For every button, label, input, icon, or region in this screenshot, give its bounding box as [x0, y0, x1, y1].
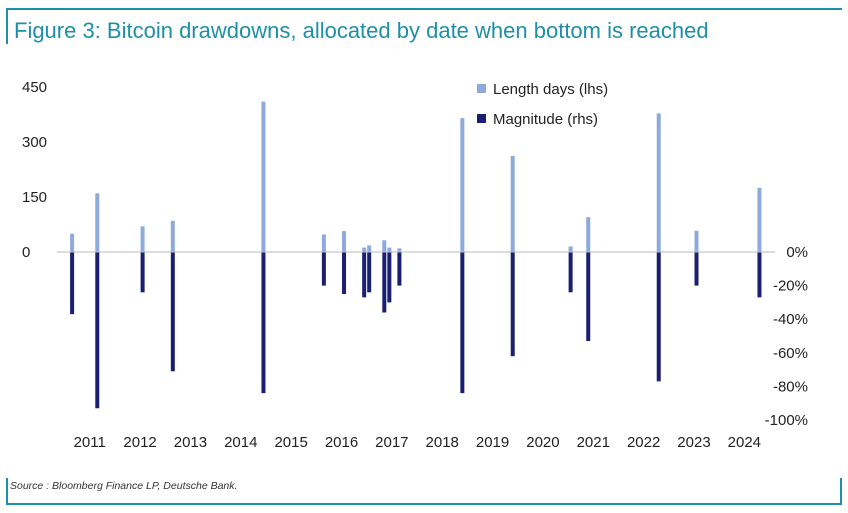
frame-bottom-rule: [6, 503, 842, 505]
length-days-bar: [397, 248, 402, 252]
magnitude-bar: [170, 252, 175, 372]
length-days-bar: [460, 118, 465, 253]
y-right-tick-label: -20%: [773, 278, 808, 295]
length-days-bar: [568, 246, 573, 252]
magnitude-bar: [95, 252, 100, 409]
length-days-bar: [382, 240, 387, 252]
magnitude-bar: [586, 252, 591, 342]
x-tick-label: 2011: [74, 434, 106, 451]
length-days-bar: [510, 155, 515, 252]
magnitude-bar: [460, 252, 465, 394]
length-days-bar: [140, 226, 145, 252]
legend-swatch: [477, 84, 486, 93]
frame-left-bottom-rule: [6, 478, 8, 505]
length-days-bar: [321, 234, 326, 252]
x-tick-label: 2020: [526, 434, 559, 451]
legend-label: Magnitude (rhs): [493, 111, 598, 128]
x-tick-label: 2015: [274, 434, 307, 451]
y-left-tick-label: 300: [22, 134, 47, 151]
magnitude-bar: [757, 252, 762, 298]
y-left-tick-label: 150: [22, 189, 47, 206]
magnitude-bar: [367, 252, 372, 293]
magnitude-bar: [694, 252, 699, 286]
length-days-bar: [586, 217, 591, 252]
x-tick-label: 2024: [728, 434, 761, 451]
x-tick-label: 2016: [325, 434, 358, 451]
legend-swatch: [477, 114, 486, 123]
magnitude-bar: [342, 252, 347, 294]
magnitude-bar: [261, 252, 266, 394]
magnitude-bar: [568, 252, 573, 293]
length-days-bar: [95, 193, 100, 252]
magnitude-bar: [321, 252, 326, 286]
y-right-tick-label: -60%: [773, 345, 808, 362]
x-tick-label: 2018: [426, 434, 459, 451]
frame-left-rule: [6, 8, 8, 44]
x-tick-label: 2021: [577, 434, 610, 451]
legend-label: Length days (lhs): [493, 81, 608, 98]
y-right-tick-label: -80%: [773, 378, 808, 395]
x-tick-label: 2017: [375, 434, 408, 451]
length-days-bar: [170, 220, 175, 252]
length-days-bar: [362, 247, 367, 252]
magnitude-bar: [656, 252, 661, 382]
x-tick-label: 2013: [174, 434, 207, 451]
magnitude-bar: [140, 252, 145, 293]
x-tick-label: 2022: [627, 434, 660, 451]
magnitude-bar: [387, 252, 392, 303]
y-right-tick-label: -100%: [765, 412, 808, 429]
chart-title: Figure 3: Bitcoin drawdowns, allocated b…: [14, 18, 709, 43]
length-days-bar: [694, 230, 699, 252]
y-right-tick-label: -40%: [773, 311, 808, 328]
magnitude-bar: [510, 252, 515, 357]
y-left-tick-label: 0: [22, 244, 30, 261]
length-days-bar: [367, 245, 372, 252]
length-days-bar: [70, 233, 75, 252]
frame-top-rule: [6, 8, 842, 10]
length-days-bar: [342, 231, 347, 252]
x-tick-label: 2014: [224, 434, 257, 451]
length-days-bar: [656, 113, 661, 253]
x-tick-label: 2012: [123, 434, 156, 451]
frame-right-bottom-rule: [840, 478, 842, 505]
y-right-tick-label: 0%: [786, 244, 808, 261]
length-days-bar: [387, 247, 392, 252]
magnitude-bar: [382, 252, 387, 313]
x-tick-label: 2023: [677, 434, 710, 451]
x-tick-label: 2019: [476, 434, 509, 451]
magnitude-bar: [362, 252, 367, 298]
y-left-tick-label: 450: [22, 79, 47, 96]
magnitude-bar: [397, 252, 402, 286]
magnitude-bar: [70, 252, 75, 315]
length-days-bar: [757, 187, 762, 252]
length-days-bar: [261, 101, 266, 253]
source-note: Source : Bloomberg Finance LP, Deutsche …: [10, 480, 238, 492]
